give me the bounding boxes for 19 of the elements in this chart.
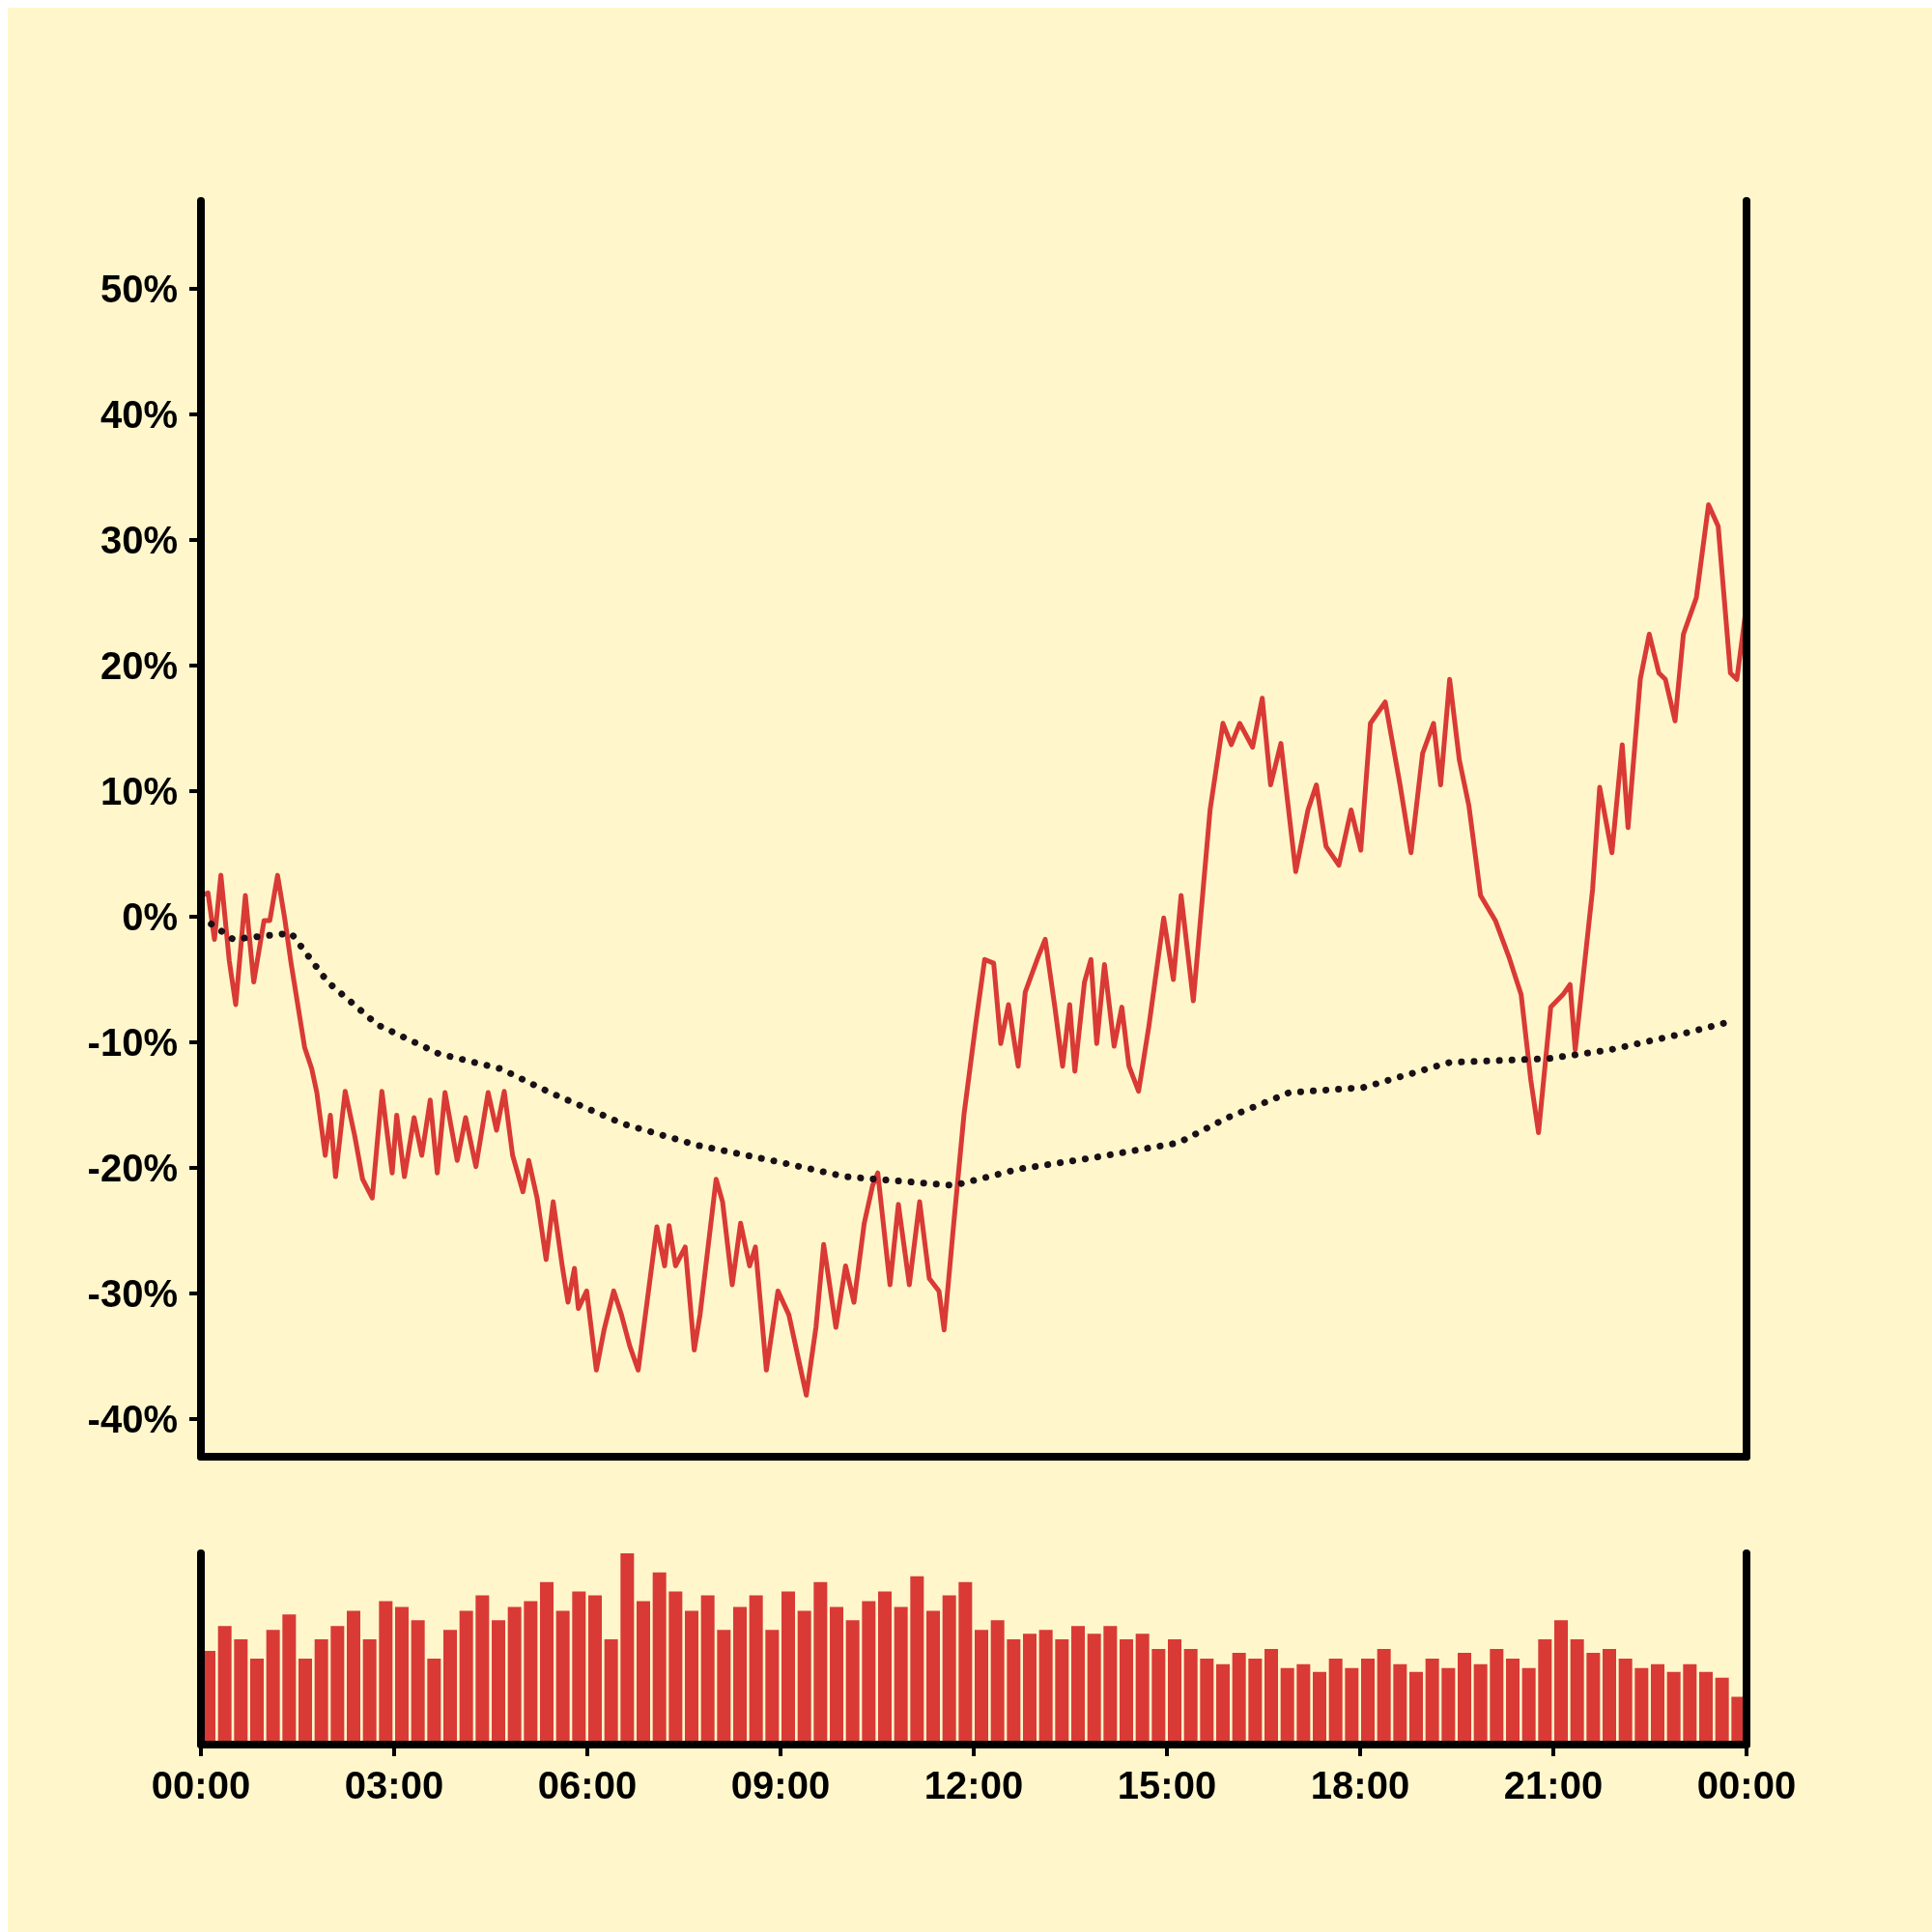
y-tick-label: -20% — [87, 1147, 178, 1189]
y-tick-label: 20% — [99, 644, 178, 687]
x-tick-label: 12:00 — [923, 1764, 1024, 1806]
x-tick-label: 00:00 — [1696, 1764, 1797, 1806]
x-tick-label: 03:00 — [344, 1764, 444, 1806]
y-tick-label: -10% — [87, 1021, 178, 1064]
x-tick-label: 18:00 — [1310, 1764, 1410, 1806]
y-tick-label: 40% — [99, 393, 178, 436]
x-tick-label: 09:00 — [730, 1764, 831, 1806]
x-tick-label: 00:00 — [151, 1764, 251, 1806]
x-tick-label: 15:00 — [1117, 1764, 1217, 1806]
y-tick-label: 30% — [99, 519, 178, 561]
y-tick-label: 0% — [122, 895, 178, 938]
y-tick-label: 50% — [99, 268, 178, 310]
x-tick-label: 21:00 — [1503, 1764, 1604, 1806]
y-tick-label: -30% — [87, 1272, 178, 1315]
y-tick-label: -40% — [87, 1398, 178, 1440]
y-tick-label: 10% — [99, 770, 178, 812]
x-tick-label: 06:00 — [537, 1764, 638, 1806]
